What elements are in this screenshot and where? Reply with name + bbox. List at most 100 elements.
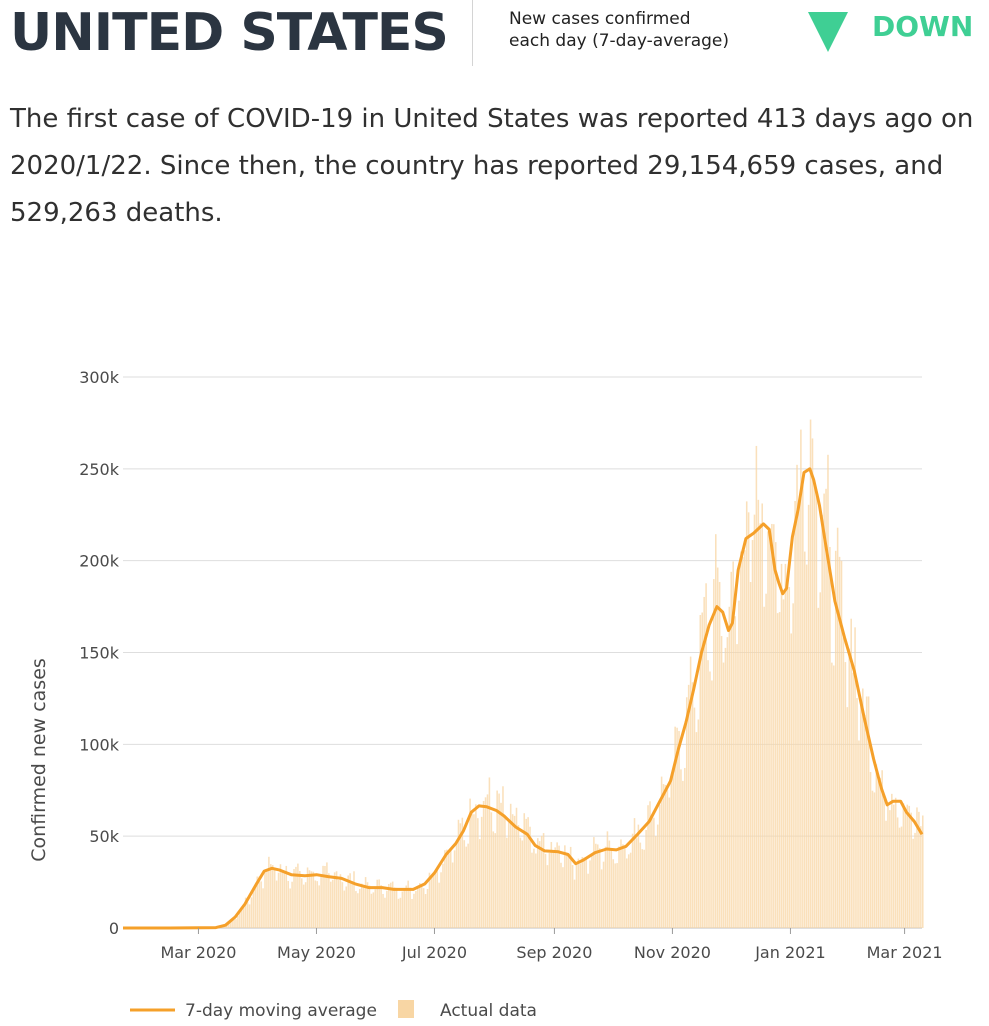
legend-label-moving-average: 7-day moving average: [185, 1001, 377, 1021]
actual-data-bar: [871, 790, 874, 928]
actual-data-bar: [850, 618, 852, 928]
actual-data-bar: [898, 827, 901, 928]
actual-data-bar: [827, 454, 829, 928]
y-tick-label: 150k: [79, 644, 120, 663]
actual-data-bar: [664, 784, 667, 928]
actual-data-bar: [438, 882, 440, 928]
actual-data-bar: [912, 838, 914, 928]
actual-data-bar: [879, 777, 881, 928]
y-tick-label: 250k: [79, 460, 120, 479]
actual-data-bar: [922, 815, 924, 928]
actual-data-bar: [370, 893, 373, 928]
actual-data-bar: [436, 870, 438, 928]
actual-data-bar: [685, 697, 688, 928]
actual-data-bar: [270, 864, 272, 928]
actual-data-bar: [885, 820, 887, 928]
actual-data-bar: [242, 906, 245, 928]
actual-data-bar: [299, 871, 301, 928]
actual-data-bar: [330, 881, 332, 928]
actual-data-bar: [784, 563, 787, 928]
actual-data-bar: [691, 682, 694, 928]
actual-data-bar: [755, 445, 758, 928]
actual-data-bar: [631, 833, 634, 928]
actual-data-bar: [803, 551, 806, 928]
actual-data-bar: [587, 873, 589, 928]
actual-data-bar: [813, 485, 816, 928]
actual-data-bar: [273, 869, 276, 928]
actual-data-bar: [266, 871, 268, 928]
actual-data-bar: [227, 923, 230, 928]
actual-data-bar: [596, 844, 599, 928]
actual-data-bar: [426, 889, 429, 928]
actual-data-bar: [720, 636, 723, 928]
actual-data-bar: [848, 648, 851, 928]
actual-data-bar: [341, 882, 344, 928]
actual-data-bar: [734, 616, 736, 928]
actual-data-bar: [362, 886, 365, 928]
actual-data-bar: [231, 918, 233, 928]
actual-data-bar: [811, 438, 814, 928]
header-divider: [472, 0, 473, 66]
actual-data-bar: [765, 593, 767, 928]
actual-data-bar: [515, 807, 518, 928]
actual-data-bar: [339, 874, 342, 928]
actual-data-bar: [409, 887, 411, 928]
actual-data-bar: [896, 817, 899, 928]
actual-data-bar: [291, 881, 293, 928]
actual-data-bar: [297, 863, 299, 928]
actual-data-bar: [312, 871, 315, 928]
actual-data-bar: [889, 810, 891, 928]
actual-data-bar: [511, 814, 514, 928]
actual-data-bar: [283, 870, 286, 928]
actual-data-bar: [629, 852, 632, 928]
y-tick-label: 200k: [79, 552, 120, 571]
actual-data-bar: [308, 870, 311, 928]
actual-data-bar: [653, 817, 655, 928]
actual-data-bar: [633, 818, 636, 928]
x-tick-label: Sep 2020: [516, 943, 592, 962]
actual-data-bar: [892, 804, 895, 928]
y-axis-title: Confirmed new cases: [28, 658, 50, 862]
actual-data-bar: [815, 493, 818, 928]
actual-data-bar: [271, 865, 274, 928]
actual-data-bar: [507, 820, 510, 928]
actual-data-bar: [486, 794, 489, 928]
actual-data-bar: [523, 813, 526, 928]
actual-data-bar: [635, 838, 638, 928]
actual-data-bar: [569, 846, 572, 928]
actual-data-bar: [374, 889, 377, 928]
actual-data-bar: [264, 871, 266, 928]
actual-data-bar: [641, 849, 644, 928]
actual-data-bar: [680, 769, 682, 928]
actual-data-bar: [906, 804, 909, 928]
actual-data-bar: [376, 879, 378, 928]
actual-data-bar: [802, 485, 804, 928]
actual-data-bar: [417, 885, 419, 928]
actual-data-bar: [767, 531, 769, 928]
actual-data-bar: [668, 797, 671, 928]
actual-data-bar: [687, 684, 690, 928]
actual-data-bar: [279, 864, 282, 928]
actual-data-bar: [560, 862, 562, 928]
actual-data-bar: [322, 865, 324, 928]
actual-data-bar: [749, 582, 752, 928]
actual-data-bar: [637, 824, 640, 928]
actual-data-bar: [747, 512, 750, 928]
actual-data-bar: [658, 804, 661, 928]
actual-data-bar: [378, 879, 380, 928]
actual-data-bar: [326, 862, 328, 928]
actual-data-bar: [693, 707, 696, 928]
actual-data-bar: [713, 579, 715, 928]
actual-data-bar: [904, 808, 907, 928]
actual-data-bar: [769, 536, 771, 928]
actual-data-bar: [233, 919, 235, 928]
actual-data-bar: [388, 883, 390, 928]
actual-data-bar: [759, 523, 762, 928]
actual-data-bar: [448, 853, 450, 928]
actual-data-bar: [413, 893, 415, 928]
actual-data-bar: [620, 839, 622, 928]
actual-data-bar: [295, 866, 297, 928]
actual-data-bar: [753, 514, 756, 928]
actual-data-bar: [757, 499, 760, 928]
actual-data-bar: [484, 797, 487, 928]
